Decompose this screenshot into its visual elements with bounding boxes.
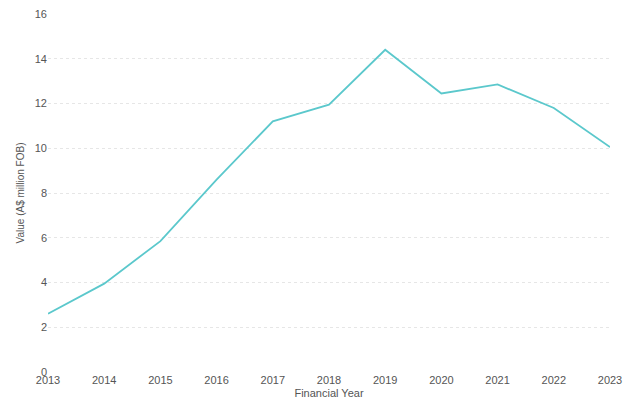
svg-text:2022: 2022 <box>542 374 566 386</box>
svg-text:2017: 2017 <box>261 374 285 386</box>
svg-text:2013: 2013 <box>36 374 60 386</box>
svg-text:2023: 2023 <box>598 374 622 386</box>
svg-text:14: 14 <box>35 53 47 65</box>
svg-text:2015: 2015 <box>148 374 172 386</box>
svg-text:2016: 2016 <box>204 374 228 386</box>
svg-text:16: 16 <box>35 8 47 20</box>
svg-text:12: 12 <box>35 97 47 109</box>
svg-text:4: 4 <box>41 276 47 288</box>
svg-text:8: 8 <box>41 187 47 199</box>
svg-text:6: 6 <box>41 232 47 244</box>
svg-text:0: 0 <box>41 366 47 378</box>
svg-text:2019: 2019 <box>373 374 397 386</box>
svg-text:2020: 2020 <box>429 374 453 386</box>
svg-text:2: 2 <box>41 321 47 333</box>
svg-text:2021: 2021 <box>485 374 509 386</box>
svg-text:2014: 2014 <box>92 374 116 386</box>
svg-text:Financial Year: Financial Year <box>294 387 363 399</box>
svg-text:10: 10 <box>35 142 47 154</box>
svg-text:Value (A$ million FOB): Value (A$ million FOB) <box>15 143 26 244</box>
svg-text:2018: 2018 <box>317 374 341 386</box>
